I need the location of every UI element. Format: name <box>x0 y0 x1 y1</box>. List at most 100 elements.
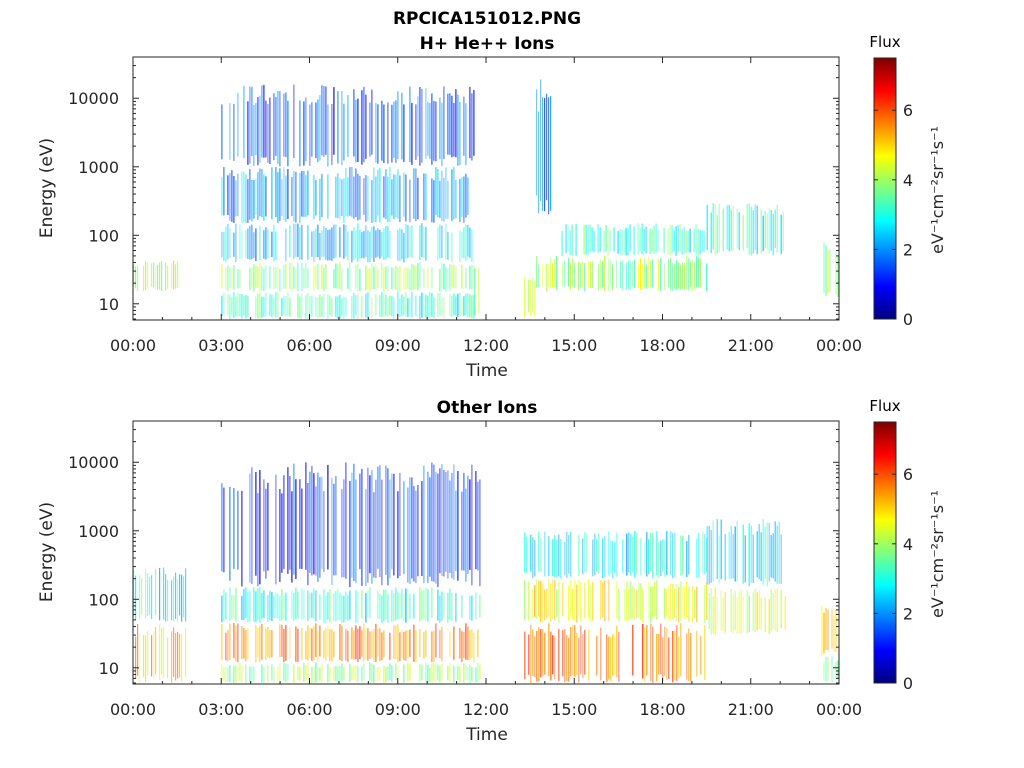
flux-strip <box>249 168 251 220</box>
flux-strip <box>469 86 471 159</box>
flux-strip <box>650 260 652 288</box>
flux-strip <box>257 266 259 288</box>
flux-strip <box>337 666 339 682</box>
flux-strip <box>431 462 433 582</box>
flux-strip <box>393 267 395 289</box>
flux-strip <box>245 664 247 683</box>
flux-strip <box>223 292 225 316</box>
flux-strip <box>287 169 289 220</box>
flux-strip <box>339 592 341 621</box>
colorbar-scale <box>873 57 897 320</box>
flux-strip <box>355 168 357 217</box>
flux-strip <box>652 626 654 683</box>
flux-strip <box>703 230 705 252</box>
flux-strip <box>407 662 409 682</box>
flux-strip <box>738 212 740 251</box>
flux-strip <box>544 589 546 621</box>
flux-strip <box>301 262 303 292</box>
flux-strip <box>677 225 679 253</box>
flux-strip <box>627 227 629 256</box>
flux-strip <box>239 662 241 682</box>
flux-strip <box>337 173 339 219</box>
flux-strip <box>441 225 443 258</box>
flux-strip <box>698 257 700 287</box>
flux-strip <box>574 262 576 288</box>
flux-strip <box>697 228 699 256</box>
flux-strip <box>369 631 371 659</box>
flux-strip <box>419 664 421 681</box>
flux-strip <box>395 174 397 218</box>
flux-strip <box>658 541 660 578</box>
flux-strip <box>273 266 275 290</box>
flux-strip <box>337 264 339 289</box>
flux-strip <box>411 225 413 258</box>
flux-strip <box>277 667 279 681</box>
flux-strip <box>319 625 321 657</box>
flux-strip <box>339 294 341 319</box>
flux-strip <box>401 294 403 316</box>
flux-strip <box>377 667 379 681</box>
flux-strip <box>626 262 628 291</box>
flux-strip <box>229 103 231 160</box>
flux-strip <box>235 625 237 662</box>
flux-strip <box>670 583 672 621</box>
flux-strip <box>548 536 550 577</box>
flux-strip <box>403 664 405 683</box>
flux-strip <box>471 295 473 319</box>
flux-strip <box>714 204 716 256</box>
flux-strip <box>333 631 335 658</box>
flux-strip <box>183 576 185 618</box>
flux-strip <box>821 606 823 655</box>
flux-strip <box>261 296 263 318</box>
flux-strip <box>630 580 632 619</box>
flux-strip <box>626 581 628 622</box>
flux-strip <box>722 208 724 252</box>
flux-strip <box>283 296 285 316</box>
flux-strip <box>532 589 534 619</box>
flux-strip <box>403 232 405 263</box>
flux-strip <box>567 225 569 252</box>
flux-strip <box>259 225 261 260</box>
flux-strip <box>163 567 165 620</box>
flux-strip <box>319 477 321 578</box>
flux-strip <box>329 589 331 623</box>
flux-strip <box>305 631 307 660</box>
flux-strip <box>245 630 247 662</box>
flux-strip <box>524 580 526 621</box>
flux-strip <box>679 224 681 252</box>
flux-strip <box>401 229 403 260</box>
flux-strip <box>633 226 635 256</box>
flux-strip <box>578 579 580 617</box>
flux-strip <box>696 631 698 677</box>
flux-strip <box>439 97 441 160</box>
flux-strip <box>752 592 754 631</box>
flux-strip <box>664 264 666 290</box>
flux-strip <box>421 223 423 258</box>
flux-strip <box>285 592 287 621</box>
flux-strip <box>229 173 231 221</box>
flux-strip <box>538 264 540 288</box>
flux-strip <box>323 293 325 318</box>
flux-strip <box>371 89 373 155</box>
flux-strip <box>241 625 243 660</box>
flux-strip <box>321 173 323 217</box>
flux-strip <box>459 292 461 317</box>
flux-strip <box>367 175 369 221</box>
flux-strip <box>534 636 536 677</box>
flux-strip <box>473 632 475 662</box>
flux-strip <box>590 261 592 288</box>
flux-strip <box>439 595 441 623</box>
flux-strip <box>734 591 736 631</box>
colorbar-ticks: 0 2 4 6 <box>874 465 913 693</box>
flux-strip <box>536 89 538 196</box>
flux-strip <box>437 664 439 681</box>
flux-strip <box>670 257 672 290</box>
flux-strip <box>299 100 301 167</box>
flux-strip <box>554 636 556 680</box>
flux-strip <box>730 588 732 632</box>
flux-strip <box>748 203 750 255</box>
flux-strip <box>680 581 682 621</box>
flux-strip <box>764 597 766 633</box>
flux-strip <box>742 215 744 251</box>
